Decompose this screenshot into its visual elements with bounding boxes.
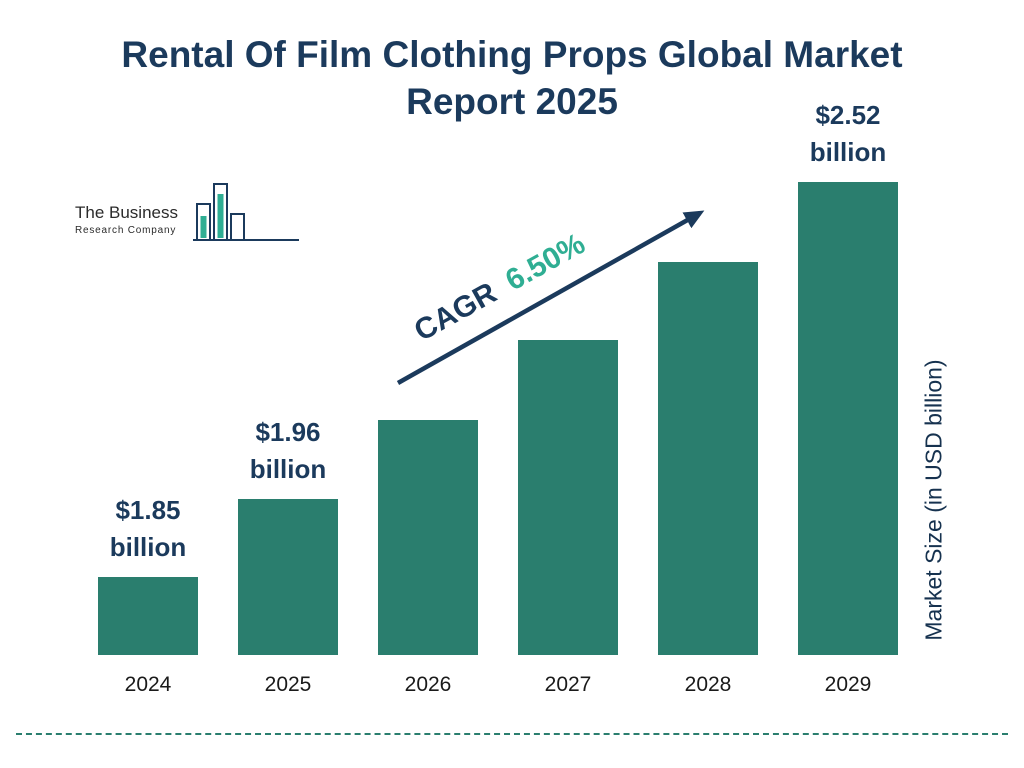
bar-value-label: $1.85 billion [109,494,187,563]
bar-2027 [518,340,618,655]
logo: The Business Research Company [75,178,299,248]
chart-title: Rental Of Film Clothing Props Global Mar… [0,32,1024,126]
bar-value-label: $2.52 billion [809,99,887,168]
title-line-2: Report 2025 [406,80,618,122]
x-axis-label: 2029 [824,673,872,696]
y-axis-title: Market Size (in USD billion) [920,359,947,641]
x-axis-label: 2024 [124,673,172,696]
bar-value-label: $1.96 billion [249,416,327,485]
x-axis-label: 2028 [684,673,732,696]
bar-2024 [98,577,198,655]
x-axis-label: 2025 [264,673,312,696]
bottom-dashed-line [16,733,1008,735]
x-axis-label: 2026 [404,673,452,696]
logo-name: The Business [75,203,178,222]
logo-bars-icon [193,183,299,241]
bar-2025 [238,499,338,655]
bar-chart: $1.85 billion 2024 $1.96 billion 2025 2026 2027… [98,95,898,696]
bar-2026 [378,420,478,655]
bar-2028 [658,262,758,655]
title-line-1: Rental Of Film Clothing Props Global Mar… [121,34,903,75]
logo-text: The Business Research Company [75,203,178,236]
bar-2029 [798,182,898,655]
x-axis-label: 2027 [544,673,592,696]
logo-subname: Research Company [75,224,177,236]
